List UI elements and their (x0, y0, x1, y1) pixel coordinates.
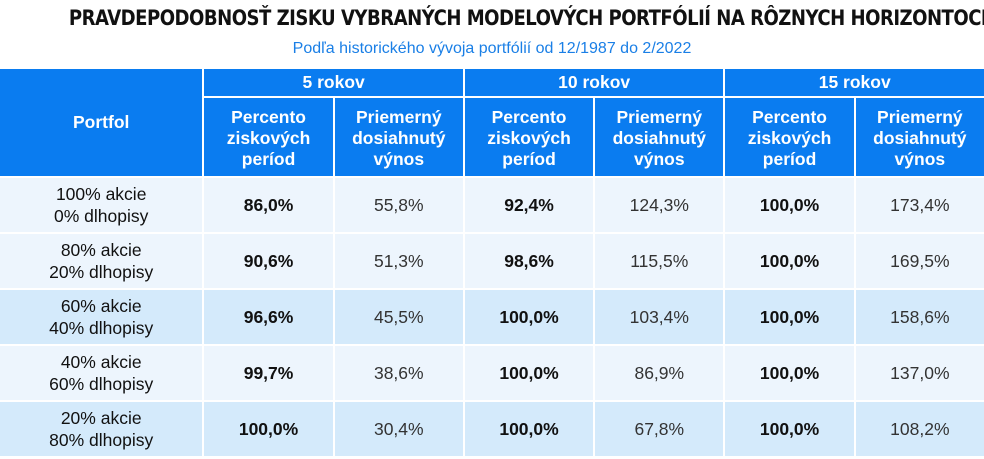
avg-return-5y: 38,6% (334, 346, 465, 402)
subheader-avg-return-15y: Priemerný dosiahnutý výnos (855, 98, 984, 178)
avg-return-10y: 115,5% (595, 234, 726, 290)
subheader-win-pct-5y: Percento ziskových períod (204, 98, 335, 178)
win-pct-5y: 99,7% (204, 346, 335, 402)
subheader-win-pct-15y: Percento ziskových períod (725, 98, 856, 178)
win-pct-5y: 86,0% (204, 178, 335, 234)
page-title: PRAVDEPODOBNOSŤ ZISKU VYBRANÝCH MODELOVÝ… (68, 6, 984, 30)
table-row: 80% akcie 20% dlhopisy 90,6% 51,3% 98,6% … (0, 234, 984, 290)
avg-return-15y: 169,5% (855, 234, 984, 290)
portfolio-name: 40% akcie 60% dlhopisy (0, 346, 205, 402)
subheader-avg-return-5y: Priemerný dosiahnutý výnos (334, 98, 465, 178)
avg-return-10y: 86,9% (595, 346, 726, 402)
win-pct-10y: 100,0% (464, 290, 596, 346)
win-pct-5y: 100,0% (204, 402, 335, 458)
win-pct-5y: 90,6% (204, 234, 335, 290)
avg-return-15y: 158,6% (855, 290, 984, 346)
portfolio-name: 80% akcie 20% dlhopisy (0, 234, 205, 290)
avg-return-5y: 30,4% (334, 402, 465, 458)
win-pct-15y: 100,0% (725, 234, 856, 290)
win-pct-15y: 100,0% (725, 402, 856, 458)
portfolio-probability-table: Portfol 5 rokov 10 rokov 15 rokov Percen… (0, 67, 984, 458)
avg-return-15y: 137,0% (855, 346, 984, 402)
avg-return-10y: 67,8% (595, 402, 726, 458)
table-row: 60% akcie 40% dlhopisy 96,6% 45,5% 100,0%… (0, 290, 984, 346)
table-row: 20% akcie 80% dlhopisy 100,0% 30,4% 100,0… (0, 402, 984, 458)
win-pct-10y: 98,6% (464, 234, 596, 290)
win-pct-5y: 96,6% (204, 290, 335, 346)
win-pct-10y: 92,4% (464, 178, 596, 234)
avg-return-5y: 51,3% (334, 234, 465, 290)
win-pct-15y: 100,0% (725, 178, 856, 234)
avg-return-5y: 45,5% (334, 290, 465, 346)
subheader-avg-return-10y: Priemerný dosiahnutý výnos (595, 98, 726, 178)
group-header-15-years: 15 rokov (725, 67, 984, 98)
win-pct-10y: 100,0% (464, 346, 596, 402)
avg-return-15y: 108,2% (855, 402, 984, 458)
avg-return-5y: 55,8% (334, 178, 465, 234)
win-pct-15y: 100,0% (725, 290, 856, 346)
avg-return-10y: 103,4% (595, 290, 726, 346)
portfolio-column-header: Portfol (0, 67, 205, 178)
page-subtitle: Podľa historického vývoja portfólií od 1… (292, 40, 692, 57)
table-row: 100% akcie 0% dlhopisy 86,0% 55,8% 92,4% … (0, 178, 984, 234)
avg-return-15y: 173,4% (855, 178, 984, 234)
portfolio-name: 60% akcie 40% dlhopisy (0, 290, 205, 346)
group-header-5-years: 5 rokov (204, 67, 465, 98)
subheader-win-pct-10y: Percento ziskových períod (464, 98, 596, 178)
avg-return-10y: 124,3% (595, 178, 726, 234)
portfolio-name: 20% akcie 80% dlhopisy (0, 402, 205, 458)
group-header-10-years: 10 rokov (464, 67, 726, 98)
win-pct-15y: 100,0% (725, 346, 856, 402)
portfolio-name: 100% akcie 0% dlhopisy (0, 178, 205, 234)
win-pct-10y: 100,0% (464, 402, 596, 458)
table-row: 40% akcie 60% dlhopisy 99,7% 38,6% 100,0%… (0, 346, 984, 402)
